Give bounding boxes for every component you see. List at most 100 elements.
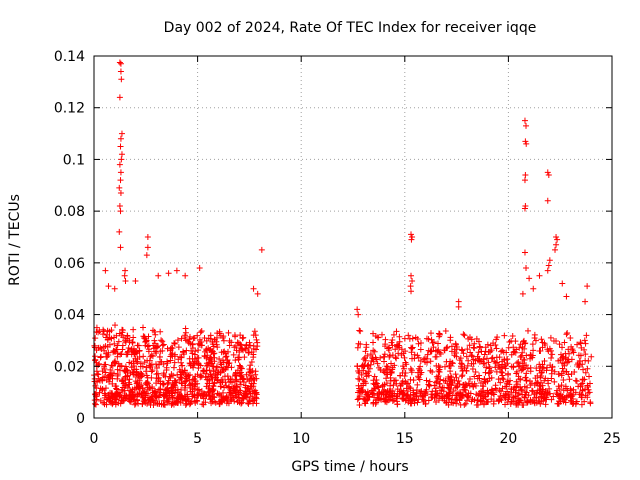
data-point [378,389,385,396]
data-point [538,336,545,343]
data-point [446,362,453,369]
data-point [381,381,388,388]
data-point [428,391,435,398]
data-point [572,377,579,384]
data-point [497,379,504,386]
data-point [364,352,371,359]
data-point [502,390,509,397]
data-point [533,365,540,372]
y-tick-label: 0.02 [54,359,85,375]
data-point [547,334,554,341]
data-point [499,361,506,368]
data-point [499,347,506,354]
data-point [580,366,587,373]
data-point [455,378,462,385]
data-point [548,396,555,403]
data-point [397,382,404,389]
data-point [354,363,361,370]
data-point [365,372,372,379]
data-point [151,337,158,344]
data-point [406,383,413,390]
data-point [482,369,489,376]
data-point [538,369,545,376]
y-tick-label: 0.06 [54,256,85,272]
data-point [524,399,531,406]
data-point [443,358,450,365]
data-point [250,345,257,352]
data-point [541,358,548,365]
data-point [425,347,432,354]
data-point [389,392,396,399]
data-point [517,354,524,361]
data-point [108,335,115,342]
data-point [382,336,389,343]
data-point [536,272,543,279]
data-point [382,398,389,405]
data-point [128,347,135,354]
data-point [514,381,521,388]
data-point [124,373,131,380]
data-point [419,396,426,403]
data-point [168,371,175,378]
data-point [536,361,543,368]
data-point [355,395,362,402]
data-point [136,353,143,360]
data-point [211,354,218,361]
data-point [558,382,565,389]
data-point [254,290,261,297]
y-tick-label: 0.08 [54,204,85,220]
data-point [505,344,512,351]
data-point [389,387,396,394]
data-point [368,357,375,364]
data-point [476,343,483,350]
data-point [540,365,547,372]
grid-lines [94,56,612,418]
data-point [356,401,363,408]
data-point [175,356,182,363]
x-tick-label: 20 [499,431,517,447]
data-point [169,387,176,394]
data-point [118,130,125,137]
data-point [156,361,163,368]
data-point [559,280,566,287]
data-point [464,346,471,353]
data-point [137,363,144,370]
data-point [553,338,560,345]
data-point [474,375,481,382]
data-point [575,360,582,367]
data-point [164,385,171,392]
data-point [523,370,530,377]
data-point [173,267,180,274]
data-point [92,335,99,342]
data-point [361,400,368,407]
data-point [225,383,232,390]
data-point [518,352,525,359]
data-point [223,353,230,360]
data-point [96,328,103,335]
data-point [147,362,154,369]
data-point [563,331,570,338]
data-point [115,389,122,396]
data-point [433,373,440,380]
data-point [549,351,556,358]
data-point [564,387,571,394]
data-point [544,391,551,398]
data-point [103,401,110,408]
data-point [200,367,207,374]
data-point [544,169,551,176]
data-point [401,335,408,342]
data-point [526,275,533,282]
data-point [207,396,214,403]
data-point [388,360,395,367]
data-point [557,356,564,363]
data-point [252,387,259,394]
data-point [437,376,444,383]
data-point [180,348,187,355]
data-point [97,353,104,360]
data-point [378,331,385,338]
data-point [422,392,429,399]
data-point [563,293,570,300]
data-point [522,374,529,381]
data-point [481,360,488,367]
data-point [386,353,393,360]
